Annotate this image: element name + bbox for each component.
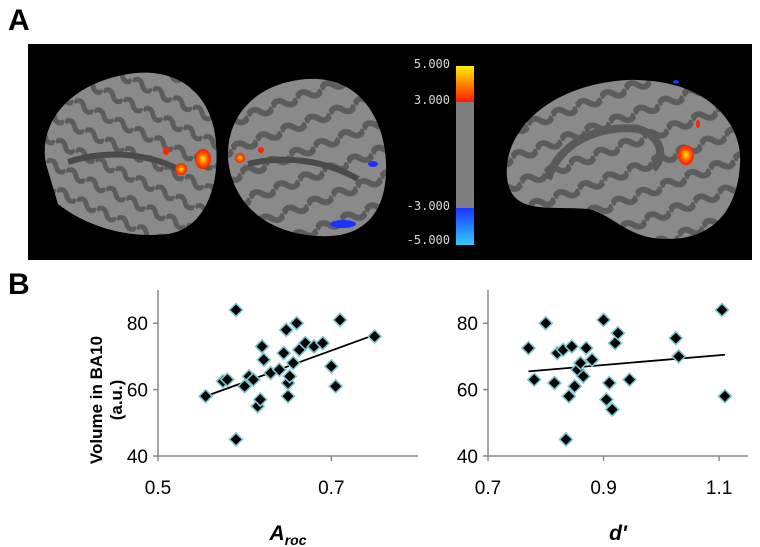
data-point — [546, 375, 563, 391]
data-point — [578, 340, 594, 356]
x-tick-label: 0.7 — [475, 478, 501, 499]
y-tick-label: 40 — [457, 447, 478, 468]
y-axis-title-line1: Volume in BA10 — [87, 336, 106, 464]
data-point — [610, 325, 626, 341]
x-tick-label: 0.5 — [145, 478, 171, 499]
x-tick-label: 0.7 — [318, 478, 344, 499]
data-point — [245, 372, 261, 388]
x-axis-title: d' — [609, 522, 628, 545]
data-point — [538, 315, 554, 331]
data-point — [604, 401, 620, 418]
data-point — [228, 431, 244, 448]
data-point — [367, 328, 383, 345]
data-point — [254, 338, 270, 355]
x-tick-label: 0.9 — [590, 478, 616, 499]
trendline — [528, 353, 725, 373]
data-point — [228, 302, 244, 318]
data-point — [282, 368, 298, 384]
data-point — [276, 345, 292, 361]
data-point — [561, 388, 577, 404]
data-point — [520, 340, 537, 356]
data-point — [252, 391, 268, 408]
data-point — [323, 358, 339, 374]
data-point — [278, 322, 294, 338]
panel-a-label: A — [8, 4, 30, 37]
right-hemisphere-lateral — [227, 78, 387, 237]
data-point — [219, 372, 235, 388]
colorbar-tick-neg5: -5.000 — [407, 233, 450, 247]
data-point — [332, 312, 348, 328]
x-axis-title-subscript: roc — [285, 532, 307, 547]
data-point — [315, 335, 331, 351]
data-point — [198, 388, 214, 404]
data-point — [671, 348, 687, 365]
panel-b-label: B — [8, 268, 30, 301]
data-point — [572, 355, 589, 371]
data-point — [567, 378, 583, 394]
colorbar-tick-3: 3.000 — [414, 93, 450, 107]
x-tick-label: 1.1 — [706, 478, 732, 499]
scatter-chart-aroc: 40 60 80 0.5 0.7 Aroc — [127, 290, 418, 547]
data-point — [526, 372, 542, 388]
x-axis-title: Aroc — [269, 522, 307, 547]
data-point — [598, 391, 615, 408]
data-point — [271, 362, 287, 378]
data-point — [584, 352, 600, 368]
y-tick-label: 40 — [127, 447, 148, 468]
colorbar-tick-5: 5.000 — [414, 57, 450, 71]
data-point — [289, 315, 305, 331]
data-point — [256, 352, 272, 368]
data-point — [595, 312, 612, 328]
left-hemisphere-lateral — [44, 72, 217, 235]
data-point — [575, 368, 591, 384]
brain-surface-figure: 5.000 3.000 -3.000 -5.000 — [28, 44, 752, 260]
scatter-plots: Volume in BA10 (a.u.) 40 60 80 0.5 0.7 Aroc 4… — [87, 290, 748, 547]
hemisphere-medial — [506, 79, 741, 240]
data-point — [285, 355, 301, 371]
data-point — [601, 375, 617, 391]
colorbar: 5.000 3.000 -3.000 -5.000 — [407, 57, 474, 247]
data-point — [280, 388, 296, 404]
scatter-chart-dprime: 40 60 80 0.7 0.9 1.1 d' — [457, 290, 748, 545]
data-point — [714, 302, 730, 318]
y-tick-label: 60 — [457, 381, 478, 402]
data-point — [621, 372, 638, 388]
data-point — [328, 378, 344, 394]
data-point — [717, 388, 733, 404]
data-point — [668, 330, 684, 346]
y-tick-label: 60 — [127, 381, 148, 402]
data-point — [564, 338, 580, 355]
y-tick-label: 80 — [457, 314, 478, 335]
colorbar-tick-neg3: -3.000 — [407, 199, 450, 213]
y-axis-title-line2: (a.u.) — [107, 380, 126, 421]
y-tick-label: 80 — [127, 314, 148, 335]
data-point — [558, 431, 574, 448]
data-point — [237, 378, 253, 394]
